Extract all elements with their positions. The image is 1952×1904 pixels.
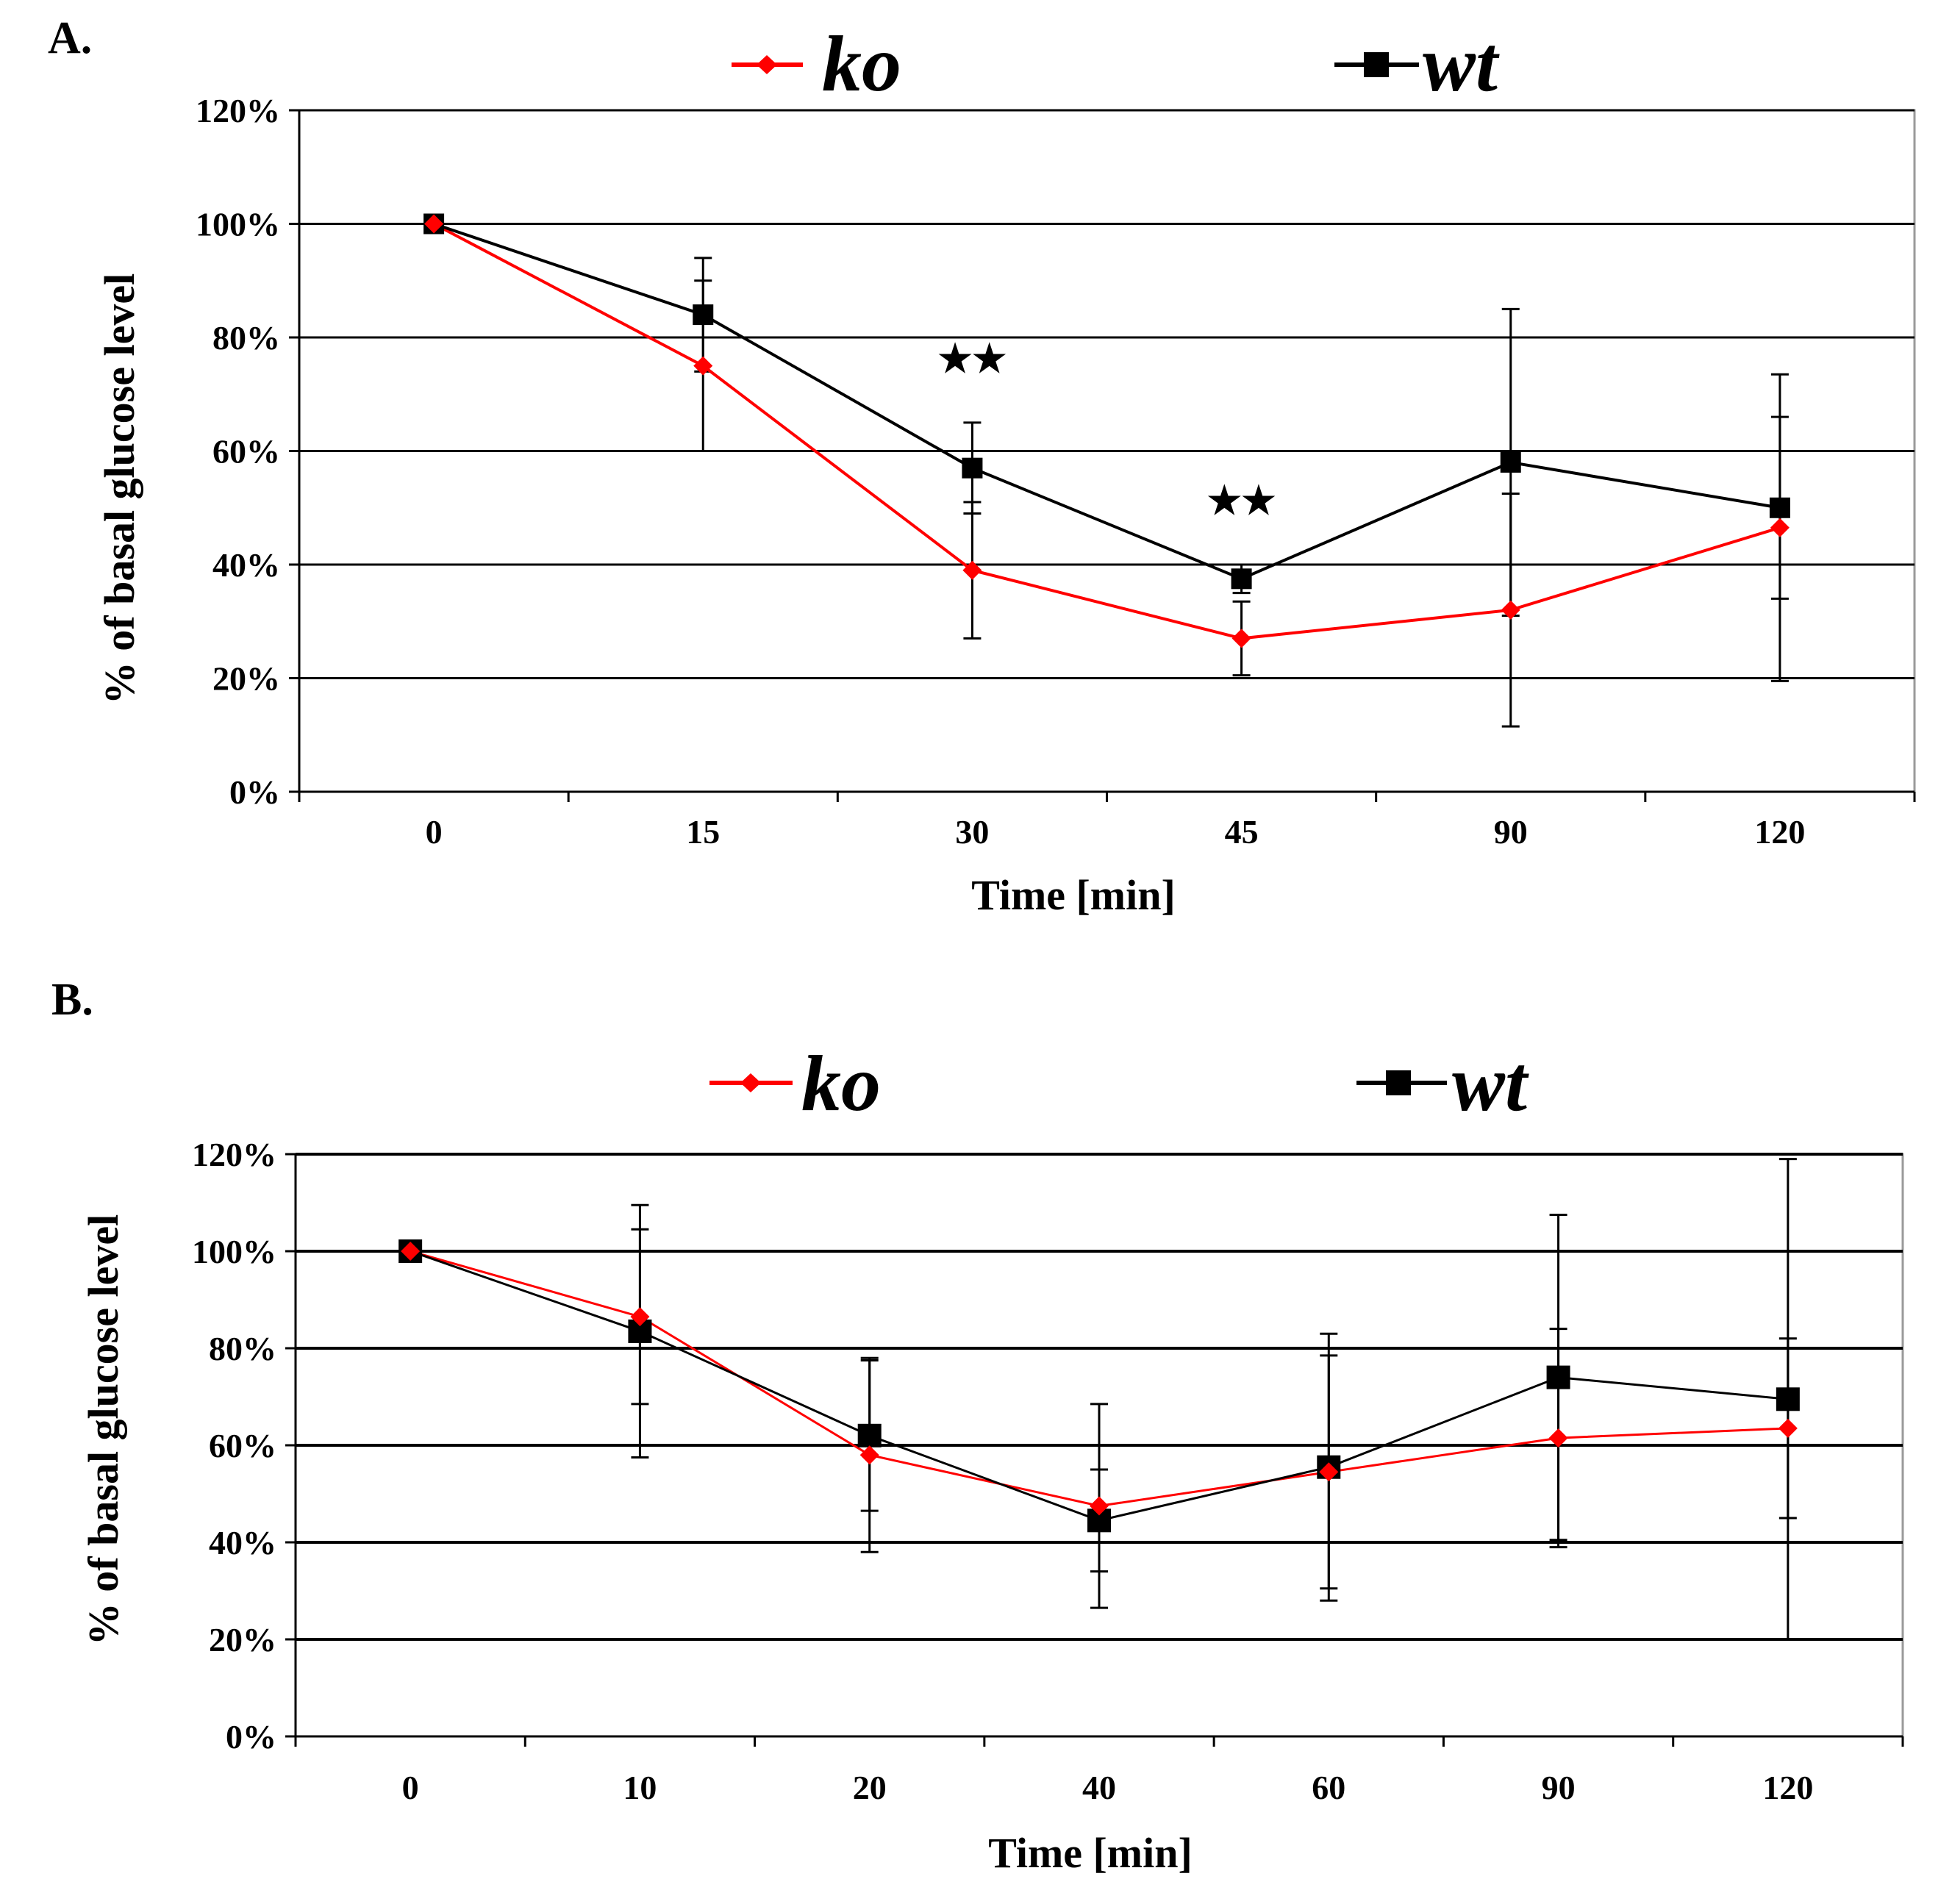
point-ko (859, 1445, 879, 1465)
point-ko (1770, 518, 1790, 537)
y-tick-label: 20% (209, 1621, 276, 1658)
x-tick-label: 90 (1542, 1769, 1576, 1806)
point-ko (1090, 1496, 1109, 1516)
panel-label-a: A. (48, 13, 92, 63)
panel-label-b: B. (51, 975, 93, 1025)
x-tick-label: 15 (686, 813, 720, 851)
legend-b-wt-marker (1386, 1070, 1411, 1095)
point-ko (424, 214, 444, 234)
x-tick-label: 60 (1312, 1769, 1345, 1806)
point-wt (857, 1423, 882, 1447)
x-tick-label: 120 (1754, 813, 1805, 851)
y-tick-label: 120% (196, 92, 280, 129)
y-tick-label: 20% (212, 660, 280, 698)
legend-b-wt-label: wt (1452, 1040, 1529, 1128)
point-ko (1319, 1462, 1339, 1482)
series-line-ko (433, 222, 1781, 640)
panel-b: B. ko wt 0% 20% 40% 60% 80% 100% 120% 0 10 20 40 60… (51, 975, 1904, 1877)
y-axis-title-a: % of basal glucose level (96, 273, 143, 704)
point-wt (962, 457, 983, 479)
point-wt (1776, 1387, 1800, 1411)
legend-a-wt-marker (1364, 52, 1389, 77)
y-tick-label: 120% (192, 1136, 276, 1173)
point-wt (1231, 568, 1252, 590)
y-tick-label: 0% (226, 1718, 276, 1756)
point-ko (1231, 629, 1251, 648)
x-tick-label: 40 (1082, 1769, 1116, 1806)
point-ko (1548, 1428, 1568, 1448)
plot-a: 0% 20% 40% 60% 80% 100% 120% 0 15 30 45 90 120 ★★ ★★ (196, 92, 1916, 851)
x-tick-label: 120 (1762, 1769, 1813, 1806)
significance-mark: ★★ (1207, 480, 1276, 522)
x-axis-title-a: Time [min] (971, 871, 1176, 919)
point-ko (1778, 1418, 1798, 1438)
legend-a-wt-label: wt (1423, 21, 1500, 108)
y-tick-label: 40% (209, 1524, 276, 1561)
x-tick-label: 10 (623, 1769, 657, 1806)
point-ko (630, 1307, 650, 1327)
legend-b-ko-marker (740, 1073, 761, 1092)
y-tick-label: 100% (196, 206, 280, 243)
y-tick-label: 80% (212, 319, 280, 357)
x-axis-title-b: Time [min] (988, 1829, 1193, 1877)
y-tick-label: 100% (192, 1233, 276, 1270)
legend-a: ko wt (732, 21, 1500, 108)
legend-a-ko-label: ko (822, 21, 901, 108)
point-wt (693, 304, 714, 326)
point-wt (1500, 451, 1521, 473)
y-tick-label: 60% (209, 1427, 276, 1464)
x-tick-label: 30 (955, 813, 989, 851)
significance-mark: ★★ (938, 338, 1007, 380)
legend-b-ko-label: ko (801, 1040, 881, 1128)
y-tick-label: 60% (212, 433, 280, 470)
x-tick-label: 45 (1225, 813, 1259, 851)
x-tick-label: 90 (1494, 813, 1528, 851)
point-ko (401, 1242, 421, 1261)
point-ko (962, 560, 982, 580)
y-axis-title-b: % of basal glucose level (79, 1214, 127, 1645)
x-tick-label: 0 (426, 813, 443, 851)
point-ko (693, 356, 713, 376)
y-tick-label: 80% (209, 1330, 276, 1367)
legend-b: ko wt (709, 1040, 1529, 1128)
x-tick-label: 20 (853, 1769, 887, 1806)
x-tick-label: 0 (402, 1769, 419, 1806)
point-wt (1546, 1365, 1570, 1389)
point-ko (1501, 600, 1520, 620)
panel-a: A. ko wt 0% 20% 40% 60% 80% 100% 120% 0 15 30 45 90… (48, 13, 1916, 919)
y-tick-label: 0% (229, 773, 280, 811)
y-tick-label: 40% (212, 546, 280, 584)
plot-b: 0% 20% 40% 60% 80% 100% 120% 0 10 20 40 60 90 120 (192, 1136, 1904, 1806)
point-wt (1769, 497, 1790, 518)
series-line-wt (433, 222, 1781, 581)
legend-a-ko-marker (757, 55, 777, 74)
